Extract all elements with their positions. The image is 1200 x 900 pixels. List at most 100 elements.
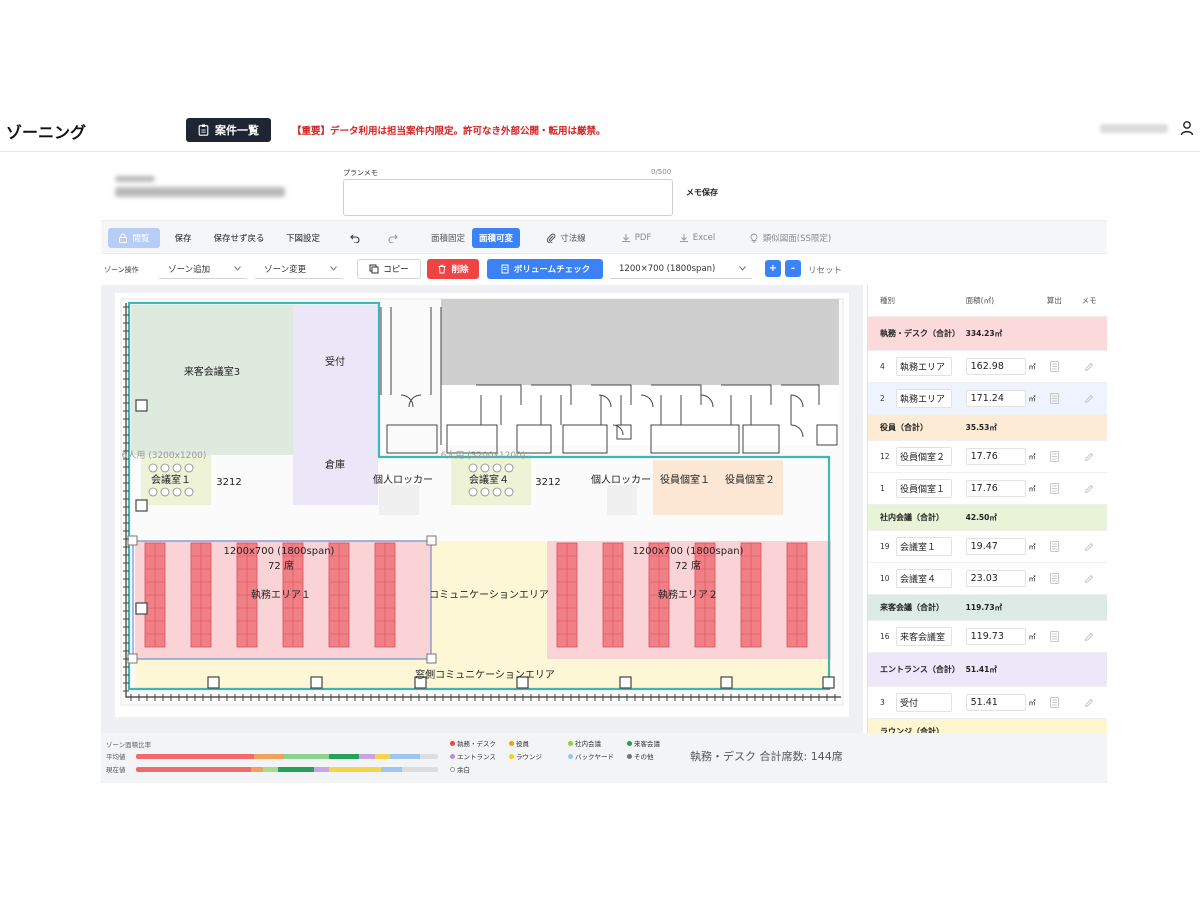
zone-area-input[interactable]: 171.24 (965, 390, 1026, 407)
memo-save-button[interactable]: メモ保存 (686, 187, 718, 197)
label-work-area-2: 執務エリア２ (658, 588, 718, 601)
drawing-setting-button[interactable]: 下図設定 (285, 234, 320, 244)
pencil-icon (1084, 452, 1094, 461)
zoom-out-button[interactable]: - (785, 260, 801, 277)
memo-edit-button[interactable] (1071, 698, 1107, 708)
zone-name-input[interactable]: 執務エリア (896, 389, 952, 408)
lock-icon (119, 233, 128, 243)
zone-row: 3 受付 51.41 ㎡ (868, 687, 1107, 719)
zone-name-input[interactable]: 受付 (896, 693, 952, 712)
calc-button[interactable] (1037, 631, 1071, 642)
case-list-button[interactable]: 案件一覧 (186, 118, 271, 142)
zone-guest-meeting-3[interactable] (131, 305, 293, 455)
calculator-icon (1049, 393, 1059, 404)
memo-char-count: 0/500 (651, 168, 672, 176)
dimension-line-button[interactable]: 寸法線 (538, 228, 594, 248)
zone-window-communication[interactable] (135, 659, 831, 689)
ratio-segment (314, 767, 330, 772)
zone-name-input[interactable]: 会議室１ (896, 537, 952, 556)
undo-button[interactable] (344, 228, 366, 248)
excel-export-button[interactable]: Excel (672, 228, 722, 248)
calc-button[interactable] (1037, 393, 1071, 404)
calc-button[interactable] (1037, 451, 1071, 462)
zone-name-input[interactable]: 役員個室１ (896, 479, 952, 498)
memo-edit-button[interactable] (1071, 574, 1107, 584)
user-icon[interactable] (1180, 120, 1194, 136)
area-fixed-toggle[interactable]: 面積固定 (430, 234, 465, 244)
category-area: 35.53㎡ (965, 423, 997, 432)
dimension-line-label: 寸法線 (560, 234, 586, 244)
floor-plan-canvas[interactable]: 来客会議室3 受付 倉庫 会議室１ 会議室４ 3212 3212 個人ロッカー … (101, 285, 863, 733)
exit-without-save-button[interactable]: 保存せず戻る (213, 234, 265, 244)
calc-button[interactable] (1037, 361, 1071, 372)
zone-add-select[interactable]: ゾーン追加 (159, 259, 247, 279)
zone-meeting-1[interactable] (141, 455, 211, 505)
memo-edit-button[interactable] (1071, 394, 1107, 404)
zone-area-input[interactable]: 51.41 (965, 694, 1026, 711)
delete-button[interactable]: 削除 (427, 259, 479, 279)
zone-area-input[interactable]: 119.73 (965, 628, 1026, 645)
ratio-segment (419, 754, 438, 759)
volume-check-button[interactable]: ボリュームチェック (487, 259, 603, 279)
copy-button[interactable]: コピー (357, 259, 421, 279)
zone-exec-rooms[interactable] (653, 460, 783, 515)
header-calc: 算出 (1046, 296, 1062, 305)
zone-communication[interactable] (431, 541, 547, 659)
zone-area-input[interactable]: 23.03 (965, 570, 1026, 587)
zone-meeting-4[interactable] (451, 455, 531, 505)
area-variable-toggle[interactable]: 面積可変 (472, 228, 520, 248)
document-icon (501, 264, 509, 274)
zone-name-input[interactable]: 執務エリア (896, 357, 952, 376)
redo-button[interactable] (382, 228, 404, 248)
floor-outline (127, 301, 831, 691)
legend-dot (509, 740, 514, 746)
view-mode-button[interactable]: 閲覧 (108, 228, 160, 248)
memo-edit-button[interactable] (1071, 542, 1107, 552)
zone-reception[interactable] (293, 305, 378, 505)
plan-memo-input[interactable] (343, 179, 673, 216)
label-work-spec-2: 1200x700 (1800span) (633, 546, 744, 557)
legend-label: 社内会議 (575, 740, 601, 748)
pdf-export-button[interactable]: PDF (614, 228, 658, 248)
view-mode-label: 閲覧 (132, 234, 150, 244)
memo-edit-button[interactable] (1071, 632, 1107, 642)
ratio-segment (401, 767, 438, 772)
zone-name-input[interactable]: 来客会議室 (896, 627, 952, 646)
calc-button[interactable] (1037, 483, 1071, 494)
zone-area-input[interactable]: 162.98 (965, 358, 1026, 375)
similar-drawings-button[interactable]: 類似図面(SS限定) (738, 228, 842, 248)
calc-button[interactable] (1037, 573, 1071, 584)
memo-edit-button[interactable] (1071, 452, 1107, 462)
app-header: ゾーニング 案件一覧 【重要】データ利用は担当案件内限定。許可なき外部公開・転用… (0, 110, 1200, 152)
category-area: 42.50㎡ (965, 513, 997, 522)
copy-label: コピー (383, 265, 409, 275)
lightbulb-icon (750, 233, 758, 243)
calc-button[interactable] (1037, 697, 1071, 708)
zone-number: 10 (880, 574, 890, 583)
legend-dot (627, 740, 632, 746)
desk-size-select[interactable]: 1200×700 (1800span) (610, 259, 752, 279)
save-button[interactable]: 保存 (174, 234, 192, 244)
zone-work-area-2[interactable] (547, 541, 831, 659)
zoom-in-button[interactable]: + (765, 260, 781, 277)
zone-change-select[interactable]: ゾーン変更 (255, 259, 343, 279)
zone-area-input[interactable]: 17.76 (965, 448, 1026, 465)
calc-button[interactable] (1037, 541, 1071, 552)
category-total-row: 執務・デスク（合計） 334.23㎡ (868, 317, 1107, 351)
selected-zone-outline (132, 540, 432, 660)
memo-edit-button[interactable] (1071, 484, 1107, 494)
zone-name-input[interactable]: 会議室４ (896, 569, 952, 588)
zone-name-input[interactable]: 役員個室２ (896, 447, 952, 466)
reset-button[interactable]: リセット (807, 266, 842, 276)
ratio-segment (136, 754, 254, 759)
legend-item: ラウンジ (509, 751, 542, 761)
clipboard-icon (198, 124, 209, 136)
seat-summary: 執務・デスク 合計席数: 144席 (690, 750, 843, 763)
memo-edit-button[interactable] (1071, 362, 1107, 372)
category-total-row: 社内会議（合計） 42.50㎡ (868, 505, 1107, 531)
legend-item: 社内会議 (568, 738, 601, 748)
zone-area-input[interactable]: 17.76 (965, 480, 1026, 497)
zone-area-input[interactable]: 19.47 (965, 538, 1026, 555)
category-label: エントランス（合計） (880, 664, 960, 674)
floor-plan-svg[interactable]: 来客会議室3 受付 倉庫 会議室１ 会議室４ 3212 3212 個人ロッカー … (101, 285, 863, 733)
